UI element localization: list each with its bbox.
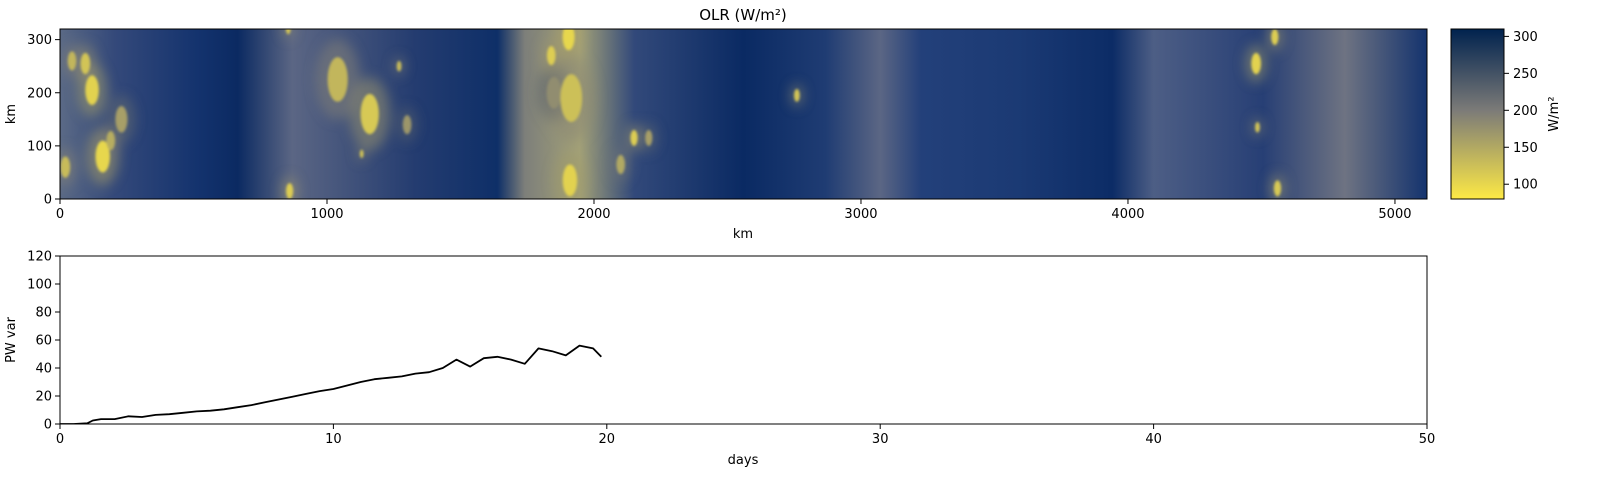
y-tick-label: 40	[35, 362, 52, 377]
colorbar-tick-label: 100	[1513, 178, 1538, 193]
y-tick-label: 0	[44, 418, 52, 433]
x-tick-label: 5000	[1378, 207, 1411, 222]
line-plot-background	[60, 256, 1427, 424]
convective-cell	[1271, 29, 1279, 45]
convective-cell	[546, 76, 562, 109]
convective-cell	[396, 60, 402, 72]
x-tick-label: 10	[325, 432, 342, 447]
convective-cell	[60, 156, 71, 178]
x-tick-label: 40	[1145, 432, 1162, 447]
y-tick-label: 120	[27, 250, 52, 265]
convective-cell	[286, 183, 294, 199]
heatmap-y-axis: 0 100 200 300	[27, 33, 60, 208]
convective-cell	[1251, 52, 1261, 75]
convective-cell	[106, 131, 116, 151]
pw-variance-panel: 0 10 20 30 40 50 0 20 40 60 80 100 120 days PW var	[4, 250, 1435, 469]
colorbar-tick-label: 150	[1513, 141, 1538, 156]
y-tick-label: 0	[44, 193, 52, 208]
convective-cell	[1255, 121, 1260, 133]
convective-cell	[285, 29, 291, 35]
y-tick-label: 100	[27, 278, 52, 293]
convective-cell	[115, 106, 128, 133]
convective-cell	[560, 74, 583, 122]
convective-cell	[402, 115, 412, 135]
convective-cell	[645, 129, 653, 146]
line-ylabel: PW var	[4, 316, 19, 362]
y-tick-label: 200	[27, 86, 52, 101]
colorbar-ticks: 100 150 200 250 300	[1504, 30, 1538, 193]
x-tick-label: 20	[599, 432, 616, 447]
heatmap-frame	[59, 28, 1428, 200]
colorbar-tick-label: 250	[1513, 67, 1538, 82]
convective-cell	[616, 154, 626, 175]
x-tick-label: 1000	[310, 207, 343, 222]
convective-cell	[95, 140, 110, 173]
convective-cell	[794, 89, 800, 102]
x-tick-label: 30	[872, 432, 889, 447]
convective-cell	[327, 57, 348, 102]
convective-cell	[80, 52, 91, 75]
y-tick-label: 300	[27, 33, 52, 48]
line-y-axis: 0 20 40 60 80 100 120	[27, 250, 60, 433]
colorbar-gradient	[1450, 28, 1505, 200]
colorbar-label: W/m²	[1547, 96, 1562, 131]
y-tick-label: 60	[35, 334, 52, 349]
colorbar-tick-label: 200	[1513, 104, 1538, 119]
x-tick-label: 50	[1419, 432, 1436, 447]
heatmap-ylabel: km	[4, 104, 19, 124]
x-tick-label: 4000	[1111, 207, 1144, 222]
convective-cell	[562, 29, 575, 51]
x-tick-label: 3000	[844, 207, 877, 222]
colorbar: 100 150 200 250 300 W/m²	[1450, 28, 1562, 200]
heatmap-title: OLR (W/m²)	[699, 6, 787, 24]
x-tick-label: 0	[56, 432, 64, 447]
line-xlabel: days	[728, 453, 759, 468]
convective-cell	[359, 149, 364, 159]
convective-cell	[562, 164, 578, 197]
convective-cell	[360, 93, 379, 135]
x-tick-label: 0	[56, 207, 64, 222]
convective-cell	[546, 46, 556, 66]
convective-cell	[85, 75, 99, 105]
heatmap-xlabel: km	[733, 227, 753, 242]
pw-variance-line	[60, 344, 602, 424]
heatmap-background	[60, 29, 1427, 199]
line-x-axis: 0 10 20 30 40 50	[56, 424, 1435, 447]
x-tick-label: 2000	[577, 207, 610, 222]
colorbar-tick-label: 300	[1513, 30, 1538, 45]
y-tick-label: 80	[35, 306, 52, 321]
convective-cell	[1273, 180, 1282, 197]
heatmap-x-axis: 0 1000 2000 3000 4000 5000	[56, 199, 1412, 222]
convective-cell	[630, 129, 638, 146]
heatmap-convective-cells	[60, 29, 1282, 199]
convective-cell	[67, 51, 77, 71]
olr-heatmap-panel: OLR (W/m²) 0 1000 2000 3000 4000 5000 0 100 200…	[4, 6, 1562, 242]
y-tick-label: 20	[35, 390, 52, 405]
y-tick-label: 100	[27, 139, 52, 154]
